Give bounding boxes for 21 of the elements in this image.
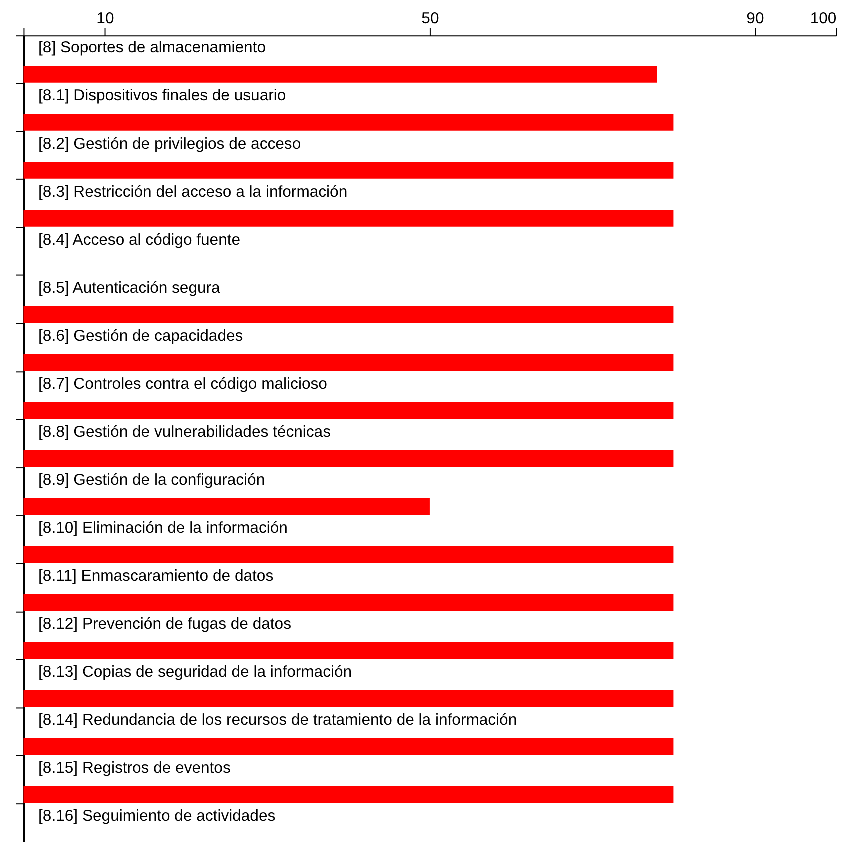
y-tick-label: [8.13] Copias de seguridad de la información	[38, 664, 352, 682]
x-tick-label: 90	[746, 10, 764, 28]
y-tick-label: [8.8] Gestión de vulnerabilidades técnicas	[38, 424, 332, 441]
y-tick-label: [8.1] Dispositivos finales de usuario	[38, 88, 286, 105]
y-tick-label: [8.2] Gestión de privilegios de acceso	[38, 136, 302, 153]
y-tick-label: [8] Soportes de almacenamiento	[38, 40, 266, 57]
y-tick-label: [8.3] Restricción del acceso a la información	[38, 184, 348, 201]
x-tick-label: 10	[96, 10, 114, 28]
y-tick-label: [8.4] Acceso al código fuente	[38, 232, 241, 249]
y-tick-label: [8.11] Enmascaramiento de datos	[38, 568, 274, 585]
y-tick-label: [8.5] Autenticación segura	[38, 280, 221, 297]
y-tick-label: [8.10] Eliminación de la información	[38, 520, 288, 537]
x-tick-label: 50	[422, 10, 440, 28]
x-tick-label: 100	[810, 10, 837, 28]
y-tick-label: [8.14] Redundancia de los recursos de tratamiento de la información	[38, 712, 518, 730]
y-tick-label: [8.16] Seguimiento de actividades	[38, 808, 276, 826]
y-tick-label: [8.15] Registros de eventos	[38, 760, 231, 778]
y-tick-label: [8.6] Gestión de capacidades	[38, 328, 244, 345]
y-tick-label: [8.12] Prevención de fugas de datos	[38, 616, 292, 633]
y-tick-label: [8.9] Gestión de la configuración	[38, 472, 266, 489]
y-tick-label: [8.7] Controles contra el código malicioso	[38, 376, 328, 393]
